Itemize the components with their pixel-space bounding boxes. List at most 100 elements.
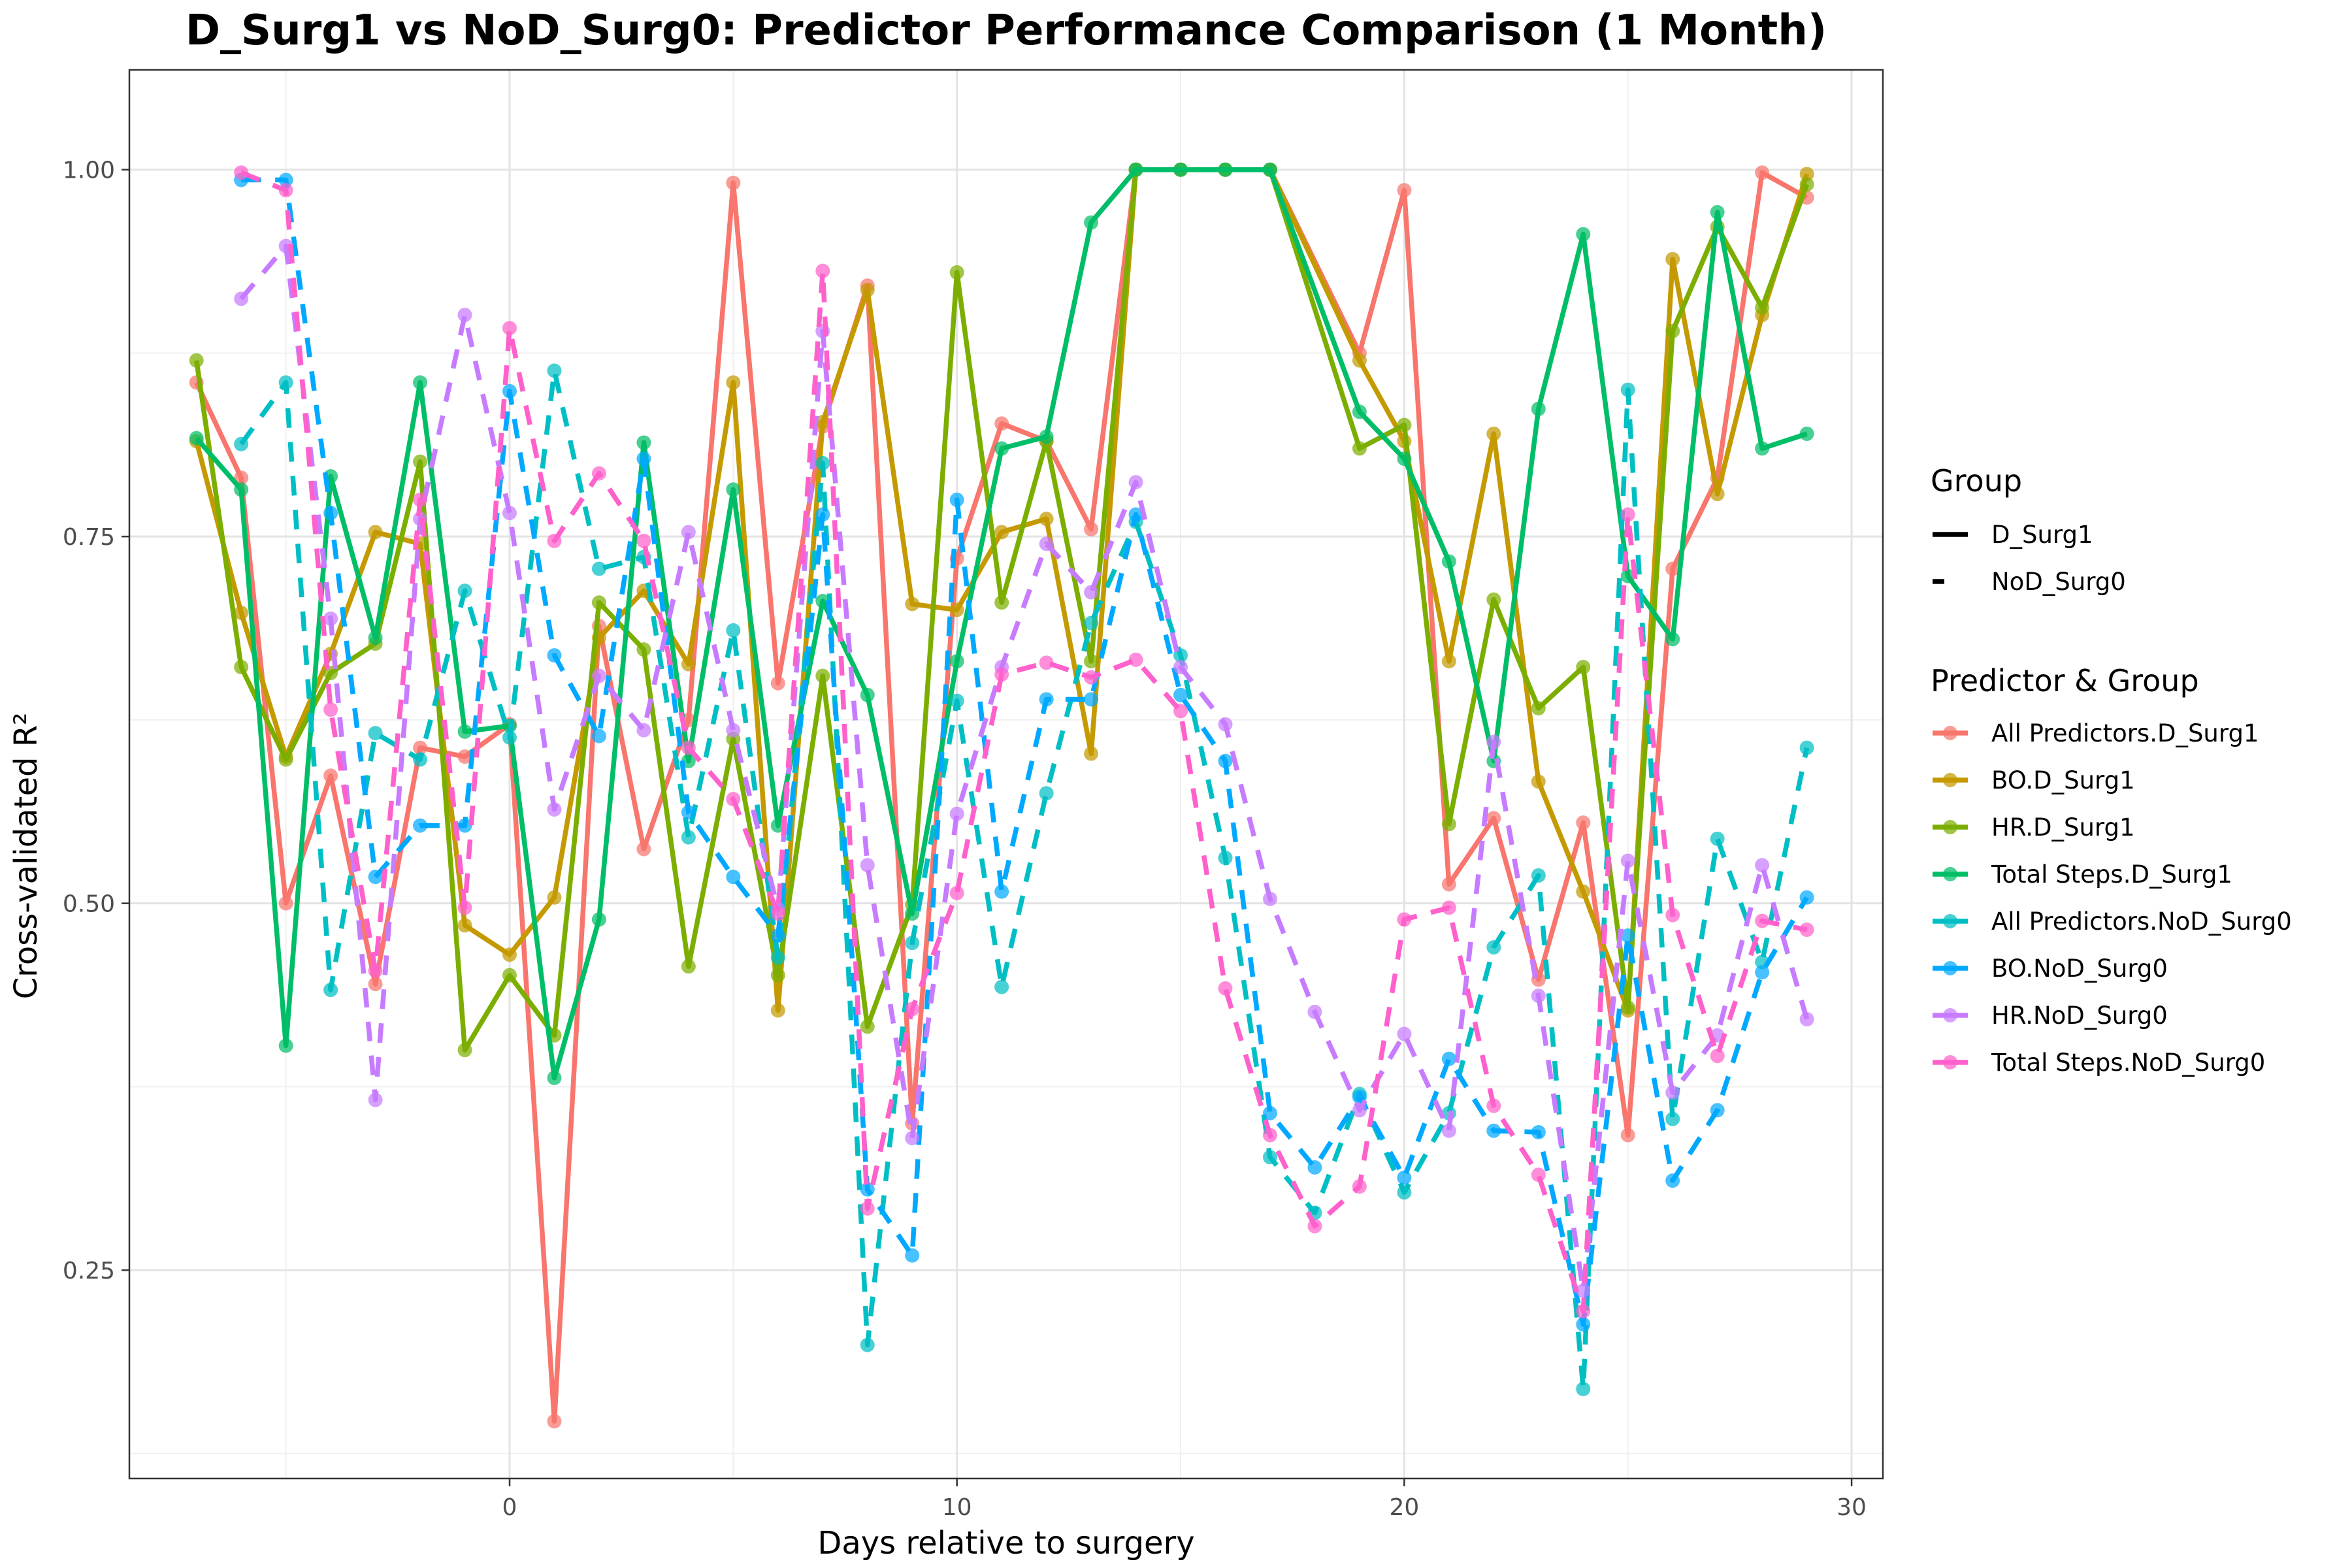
data-point — [1755, 165, 1770, 180]
data-point — [726, 175, 741, 190]
series-line-hr-d-surg1 — [193, 167, 1810, 1053]
data-point — [949, 806, 964, 821]
data-point — [278, 896, 293, 911]
data-point — [1397, 183, 1412, 198]
data-point — [1441, 877, 1456, 892]
data-point — [1665, 1173, 1680, 1188]
data-point — [636, 841, 651, 857]
grid-major — [129, 70, 1883, 1478]
data-point — [457, 749, 472, 764]
data-point — [457, 1043, 472, 1058]
data-point — [770, 968, 785, 983]
data-point — [1084, 215, 1099, 230]
series-line-total-steps-nod-surg0 — [240, 170, 1808, 1314]
data-point — [457, 583, 472, 598]
legend-predictor-key-point — [1943, 773, 1957, 787]
data-point — [1799, 890, 1814, 905]
legend-predictor-key-point — [1943, 1008, 1957, 1022]
data-point — [1710, 1103, 1725, 1118]
data-point — [368, 525, 383, 540]
data-point — [949, 654, 964, 669]
data-point — [949, 693, 964, 708]
series-layer — [189, 162, 1814, 1429]
legend-predictor-title: Predictor & Group — [1931, 663, 2199, 698]
x-axis-title: Days relative to surgery — [817, 1525, 1194, 1561]
data-point — [1620, 507, 1635, 522]
data-point — [1128, 507, 1143, 522]
data-point — [1576, 1382, 1591, 1397]
y-tick-label: 0.25 — [63, 1258, 115, 1284]
data-point — [1128, 475, 1143, 490]
data-point — [905, 1248, 920, 1263]
legend-predictor-label: HR.NoD_Surg0 — [1991, 1002, 2168, 1030]
data-point — [1352, 1179, 1367, 1194]
data-point — [1039, 786, 1054, 801]
data-point — [1486, 1123, 1501, 1138]
data-point — [905, 936, 920, 951]
data-point — [1486, 940, 1501, 955]
data-point — [905, 1130, 920, 1145]
data-point — [681, 959, 696, 974]
data-point — [1307, 1160, 1322, 1175]
data-point — [1084, 670, 1099, 685]
data-point — [994, 979, 1009, 994]
data-point — [905, 596, 920, 612]
data-point — [1620, 382, 1635, 397]
data-point — [547, 648, 562, 663]
data-point — [1576, 660, 1591, 675]
data-point — [502, 506, 517, 521]
data-point — [636, 642, 651, 657]
data-point — [234, 470, 249, 485]
data-point — [815, 263, 830, 278]
data-point — [591, 728, 606, 743]
data-point — [815, 415, 830, 429]
data-point — [1576, 1283, 1591, 1298]
data-point — [905, 1002, 920, 1017]
data-point — [1531, 868, 1546, 883]
data-point — [502, 947, 517, 962]
data-point — [1799, 923, 1814, 938]
data-point — [1710, 204, 1725, 220]
data-point — [1755, 913, 1770, 928]
data-point — [1262, 1128, 1277, 1143]
data-point — [457, 724, 472, 739]
data-point — [413, 493, 428, 508]
data-point — [860, 282, 875, 297]
series-line-bo-nod-surg0 — [241, 177, 1809, 1327]
data-point — [860, 1337, 875, 1352]
data-point — [1710, 831, 1725, 846]
data-point — [1799, 167, 1814, 182]
data-point — [234, 660, 249, 675]
data-point — [1307, 1004, 1322, 1019]
data-point — [1397, 451, 1412, 466]
legend-group-label: D_Surg1 — [1991, 521, 2093, 549]
data-point — [457, 818, 472, 833]
data-point — [770, 1003, 785, 1018]
data-point — [726, 482, 741, 497]
data-point — [860, 1182, 875, 1197]
data-point — [815, 455, 830, 470]
data-point — [1039, 512, 1054, 527]
data-point — [234, 605, 249, 620]
data-point — [547, 363, 562, 378]
data-point — [1531, 1168, 1546, 1183]
data-point — [1441, 654, 1456, 669]
data-point — [1173, 162, 1188, 177]
data-point — [1755, 965, 1770, 980]
data-point — [368, 870, 383, 885]
series-bo-nod-surg0 — [234, 172, 1814, 1332]
data-point — [1531, 700, 1546, 715]
legend-predictor-key-point — [1943, 820, 1957, 834]
data-point — [1262, 162, 1277, 177]
data-point — [636, 451, 651, 466]
data-point — [1218, 717, 1233, 732]
data-point — [1397, 1026, 1412, 1041]
data-point — [1531, 988, 1546, 1004]
data-point — [1755, 441, 1770, 456]
data-point — [1576, 1303, 1591, 1318]
legend-predictor-key-point — [1943, 914, 1957, 928]
series-line-all-predictors-d-surg1 — [194, 167, 1808, 1424]
data-point — [1486, 811, 1501, 826]
data-point — [1665, 252, 1680, 267]
data-point — [1665, 561, 1680, 576]
